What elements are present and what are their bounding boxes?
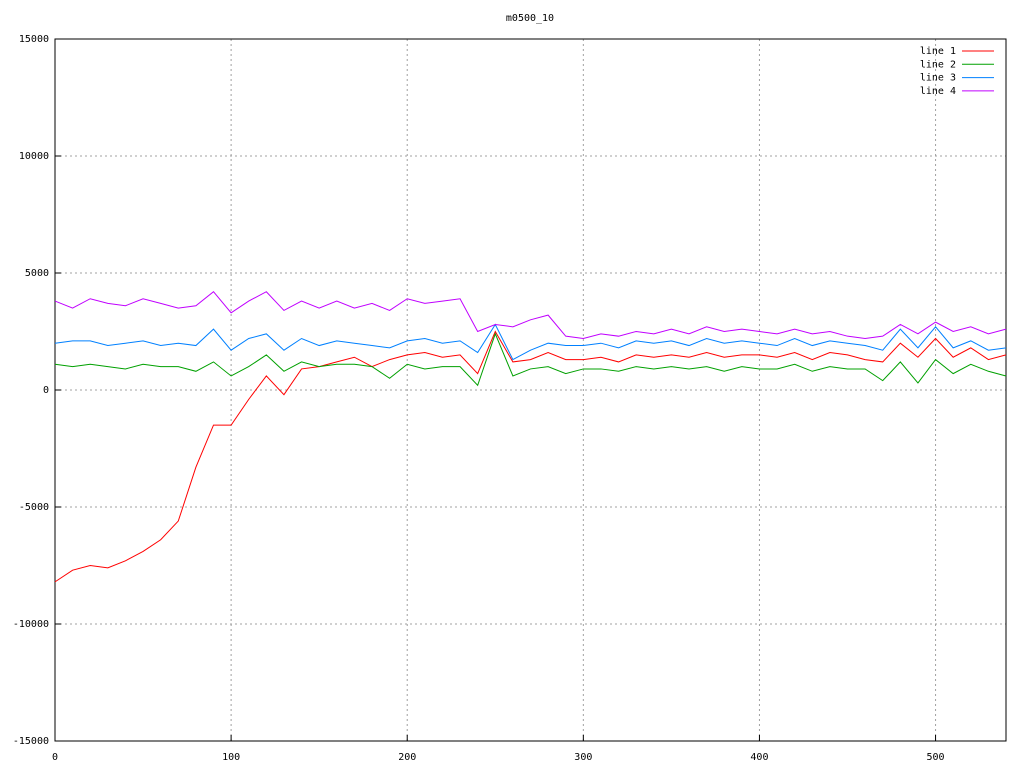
- data-line: [54, 291, 1007, 340]
- x-tick-label: 0: [52, 752, 58, 763]
- y-tick-label: 5000: [25, 268, 49, 279]
- y-tick-label: 15000: [19, 34, 49, 45]
- data-line: [54, 332, 1007, 387]
- y-tick-label: -10000: [13, 619, 49, 630]
- x-tick-label: 300: [574, 752, 592, 763]
- legend-label: line 3: [920, 73, 956, 84]
- y-tick-label: -5000: [19, 502, 49, 513]
- data-line: [54, 323, 1007, 361]
- data-line: [54, 330, 1007, 583]
- y-tick-label: -15000: [13, 736, 49, 747]
- y-tick-label: 10000: [19, 151, 49, 162]
- chart-title: m0500_10: [506, 13, 554, 24]
- y-tick-label: 0: [43, 385, 49, 396]
- x-tick-label: 500: [927, 752, 945, 763]
- legend-label: line 2: [920, 59, 956, 70]
- x-tick-label: 400: [750, 752, 768, 763]
- plot-frame: [54, 38, 1007, 742]
- legend-label: line 4: [920, 86, 956, 97]
- x-tick-label: 100: [222, 752, 240, 763]
- legend-label: line 1: [920, 46, 956, 57]
- x-tick-label: 200: [398, 752, 416, 763]
